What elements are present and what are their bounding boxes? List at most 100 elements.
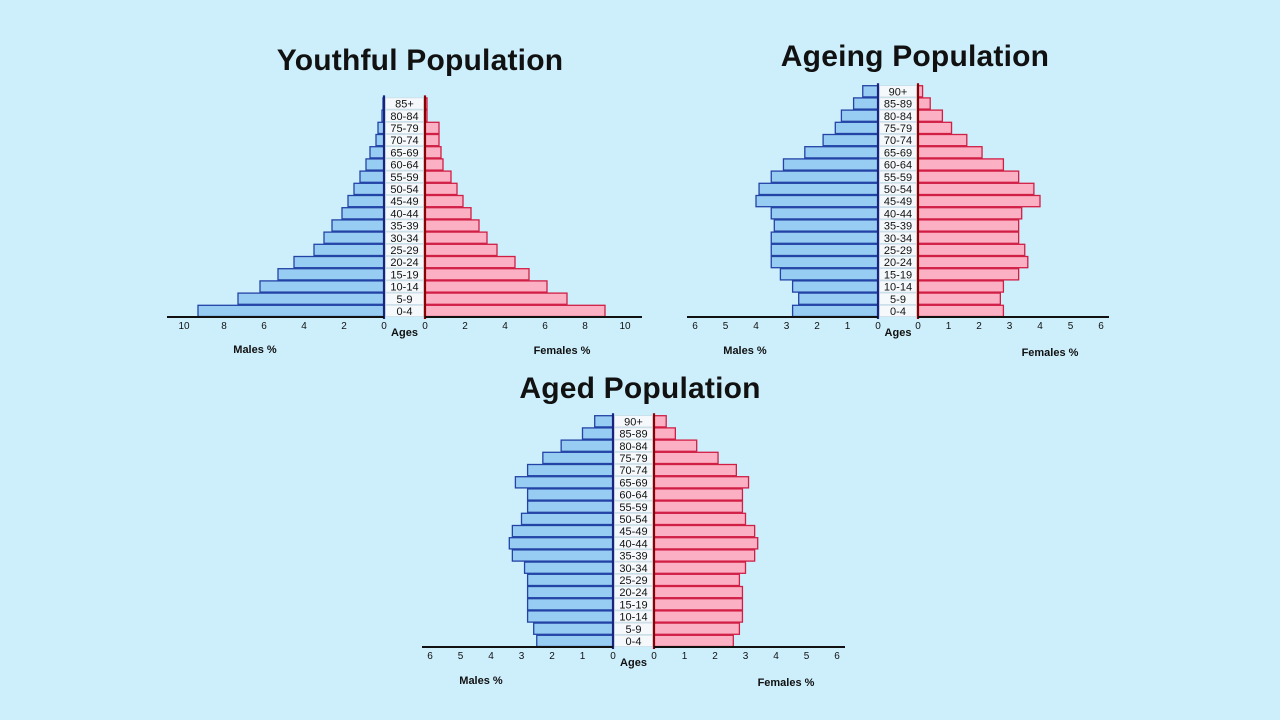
age-group-label: 0-4: [397, 306, 413, 318]
female-tick-label: 6: [834, 651, 840, 662]
female-bar: [424, 146, 442, 159]
male-bar: [313, 243, 385, 257]
age-label-bg: [385, 109, 424, 122]
age-label-bg: [879, 207, 917, 220]
age-group-label: 15-19: [884, 269, 912, 281]
age-label-bg: [385, 244, 424, 256]
male-bar: [237, 292, 385, 305]
ages-axis-label: Ages: [620, 657, 647, 669]
male-bar: [331, 219, 385, 232]
female-bar: [917, 219, 1020, 232]
female-tick-label: 8: [582, 321, 588, 332]
youthful-population-title: Youthful Population: [276, 44, 564, 77]
age-group-label: 70-74: [884, 135, 912, 147]
age-label-bg: [614, 561, 653, 574]
age-label-bg: [614, 488, 653, 501]
aged-population-title: Aged Population: [519, 372, 761, 405]
female-tick-label: 5: [804, 651, 810, 662]
age-group-label: 75-79: [884, 123, 912, 135]
male-bar: [840, 109, 879, 122]
male-bar: [359, 170, 385, 183]
age-label-bg: [385, 280, 424, 293]
female-bar: [424, 304, 606, 318]
female-bar: [424, 207, 472, 220]
females-axis-label: Females %: [1022, 347, 1079, 359]
age-label-bg: [879, 195, 917, 207]
age-group-label: 0-4: [890, 306, 906, 318]
female-bar: [653, 610, 744, 623]
female-bar: [424, 133, 440, 147]
age-label-bg: [879, 134, 917, 146]
age-group-label: 75-79: [390, 123, 418, 135]
female-bar: [917, 133, 968, 147]
age-label-bg: [614, 525, 653, 537]
female-bar: [917, 304, 1005, 318]
female-bar: [424, 280, 548, 293]
age-label-bg: [614, 573, 653, 586]
male-tick-label: 0: [875, 321, 881, 332]
male-tick-label: 6: [427, 651, 433, 662]
male-bar: [770, 243, 879, 257]
male-tick-label: 6: [261, 321, 267, 332]
female-tick-label: 6: [542, 321, 548, 332]
age-group-label: 25-29: [619, 575, 647, 587]
age-group-label: 25-29: [390, 245, 418, 257]
female-tick-label: 4: [773, 651, 779, 662]
female-bar: [917, 292, 1001, 305]
male-bar: [770, 170, 879, 183]
male-bar: [773, 219, 879, 232]
age-label-bg: [879, 97, 917, 110]
male-bar: [834, 121, 879, 135]
age-group-label: 35-39: [619, 551, 647, 563]
age-label-bg: [385, 146, 424, 159]
male-bar: [523, 561, 614, 574]
age-group-label: 90+: [624, 416, 643, 428]
male-bar: [508, 537, 614, 550]
age-group-label: 5-9: [890, 294, 906, 306]
pyramid-2: 0-45-910-1415-1920-2425-2930-3435-3940-4…: [422, 413, 845, 689]
male-tick-label: 8: [221, 321, 227, 332]
age-group-label: 15-19: [390, 269, 418, 281]
age-group-label: 65-69: [390, 147, 418, 159]
female-tick-label: 0: [422, 321, 428, 332]
age-group-label: 80-84: [884, 111, 912, 123]
age-group-label: 35-39: [390, 221, 418, 233]
female-bar: [917, 170, 1020, 183]
female-bar: [917, 158, 1005, 171]
age-label-bg: [879, 304, 917, 317]
males-axis-label: Males %: [723, 345, 767, 357]
male-bar: [852, 97, 879, 110]
male-bar: [347, 194, 385, 208]
male-bar: [782, 158, 879, 171]
male-tick-label: 3: [784, 321, 790, 332]
age-label-bg: [879, 170, 917, 183]
female-bar: [424, 158, 444, 171]
male-bar: [526, 598, 614, 611]
female-tick-label: 4: [502, 321, 508, 332]
male-tick-label: 3: [519, 651, 525, 662]
male-bar: [341, 207, 385, 220]
male-bar: [862, 85, 879, 98]
male-bar: [770, 255, 879, 269]
female-bar: [424, 292, 568, 305]
age-label-bg: [879, 146, 917, 159]
male-bar: [533, 622, 614, 635]
age-label-bg: [879, 256, 917, 268]
male-tick-label: 0: [381, 321, 387, 332]
female-bar: [424, 182, 458, 196]
female-tick-label: 2: [976, 321, 982, 332]
age-label-bg: [614, 476, 653, 489]
age-label-bg: [614, 451, 653, 464]
age-label-bg: [614, 610, 653, 623]
age-label-bg: [614, 537, 653, 550]
age-label-bg: [879, 158, 917, 171]
age-group-label: 30-34: [884, 233, 912, 245]
males-axis-label: Males %: [459, 675, 503, 687]
male-tick-label: 5: [723, 321, 729, 332]
age-group-label: 20-24: [619, 587, 647, 599]
male-tick-label: 1: [845, 321, 851, 332]
female-bar: [653, 634, 734, 648]
male-bar: [511, 549, 614, 562]
age-label-bg: [385, 170, 424, 183]
age-group-label: 60-64: [390, 160, 418, 172]
